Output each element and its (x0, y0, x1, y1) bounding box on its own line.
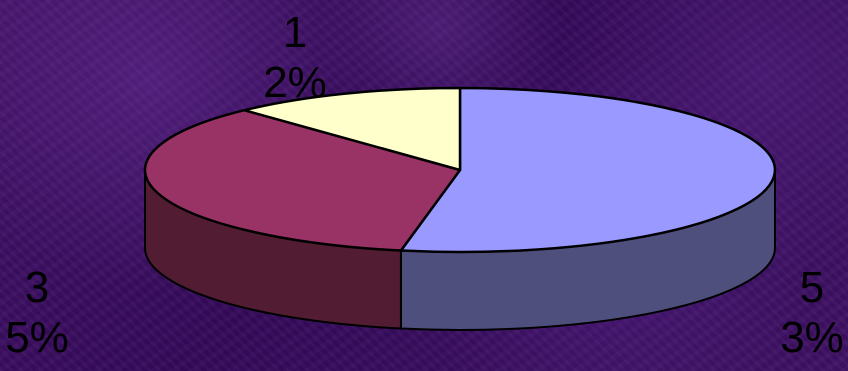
pie-slice-35 (143, 108, 462, 252)
data-label-12: 12% (263, 8, 327, 107)
pie-slice-53 (399, 86, 777, 254)
pie-slice-12 (243, 86, 462, 172)
data-label-53: 53% (780, 263, 844, 362)
data-label-35: 35% (5, 263, 69, 362)
